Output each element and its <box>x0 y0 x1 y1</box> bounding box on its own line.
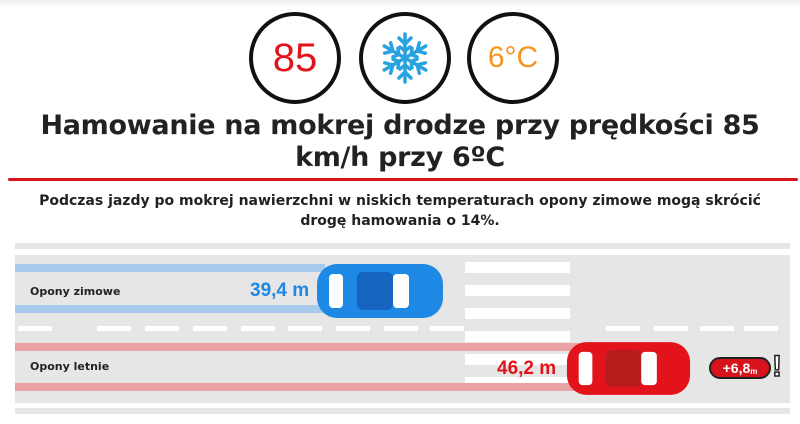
crosswalk-stripe <box>465 331 570 342</box>
temperature-badge: 6°C <box>467 12 559 104</box>
lane-dash <box>97 326 131 331</box>
lane-dash <box>700 326 734 331</box>
lane-dash <box>430 326 464 331</box>
difference-badge: +6,8 m <box>709 357 771 379</box>
crosswalk-stripe <box>465 354 570 365</box>
subtitle: Podczas jazdy po mokrej nawierzchni w ni… <box>39 193 761 229</box>
crosswalk-stripe <box>465 262 570 273</box>
summer-car-icon <box>566 342 691 395</box>
summer-trail-top <box>15 343 580 351</box>
top-bar <box>0 0 800 8</box>
winter-trail-top <box>15 264 325 272</box>
temperature-value: 6°C <box>487 41 539 74</box>
road-edge-top <box>15 243 790 249</box>
lane-dash <box>145 326 179 331</box>
crosswalk-stripe <box>465 308 570 319</box>
lane-dash <box>18 326 52 331</box>
lane-dash <box>193 326 227 331</box>
title-divider <box>8 178 798 181</box>
lane-dash <box>384 326 418 331</box>
difference-unit: m <box>750 366 758 376</box>
winter-distance: 39,4 m <box>250 280 310 301</box>
summer-distance: 46,2 m <box>497 358 557 379</box>
road-edge-bottom <box>15 408 790 414</box>
crosswalk-stripe <box>465 377 570 388</box>
speed-value: 85 <box>272 35 318 80</box>
winter-label: Opony zimowe <box>30 285 121 298</box>
winter-car-icon <box>317 264 443 318</box>
crosswalk-stripe <box>465 285 570 296</box>
lane-dash <box>288 326 322 331</box>
lane-dash <box>654 326 688 331</box>
winter-trail-bottom <box>15 305 325 313</box>
difference-value: +6,8 <box>722 360 751 376</box>
lane-dash <box>241 326 275 331</box>
speed-badge: 85 <box>249 12 341 104</box>
weather-badge <box>359 12 451 104</box>
page-title: Hamowanie na mokrej drodze przy prędkośc… <box>40 110 760 173</box>
snowflake-icon <box>379 32 431 84</box>
summer-label: Opony letnie <box>30 360 110 373</box>
summer-trail-bottom <box>15 383 580 391</box>
lane-dash <box>606 326 640 331</box>
lane-dash <box>744 326 778 331</box>
lane-dash <box>336 326 370 331</box>
exclamation-icon: ! <box>771 349 783 384</box>
